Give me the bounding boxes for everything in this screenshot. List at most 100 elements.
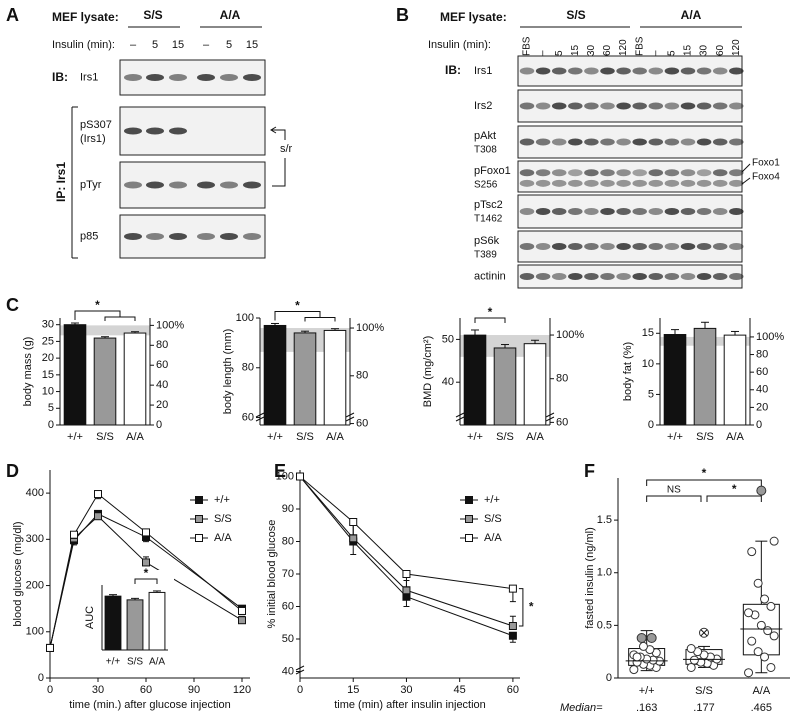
y2-tick-label: 100% [756,331,784,343]
axis-break [255,412,265,418]
legend-marker [195,515,203,523]
band [535,138,551,146]
band [551,273,567,280]
side-tick [741,177,751,185]
marker [508,584,517,593]
band [584,179,599,187]
point [744,668,754,678]
marker [238,606,246,615]
point [753,578,763,588]
x-tick-label: 0 [47,684,53,696]
band [616,138,631,146]
marker [349,518,358,526]
y-tick-label: 0 [38,672,44,684]
x-tick-label: +/+ [267,431,283,443]
x-tick-label: S/S [696,431,714,443]
time-label: 60 [715,44,726,56]
outlier [646,633,657,643]
point [747,636,757,646]
x-tick-label: A/A [526,431,544,443]
axis-break [255,416,265,422]
band [632,102,647,110]
band [220,74,238,81]
y-tick-label: 1.5 [597,514,612,526]
y-tick-label: 60 [242,411,254,423]
x-tick-label: A/A [326,431,344,443]
blot [517,160,743,193]
bar [293,332,317,426]
series-line [299,476,514,637]
band [712,179,728,187]
x-tick-label: 30 [400,684,412,696]
band [616,102,631,110]
row-label: p85 [80,230,98,242]
marker [508,631,517,640]
y-tick-label: 80 [242,362,254,374]
band [551,208,567,215]
band [197,74,215,81]
marker [402,592,411,601]
y2-tick-label: 20 [156,399,168,411]
row-label: pS6k [474,235,500,247]
x-tick-label: A/A [149,657,165,668]
band [616,273,631,280]
time-label: – [130,39,137,51]
series-line [299,476,514,627]
y-axis-label: BMD (mg/cm²) [422,336,434,408]
band [600,243,615,250]
band [243,74,261,81]
row-sublabel: (Irs1) [80,133,106,145]
lysate-label: MEF lysate: [440,10,507,24]
group-label: A/A [681,8,702,22]
band [124,233,142,240]
sig-bracket [646,479,762,486]
point [760,594,770,604]
sig-bracket [646,495,702,502]
marker [142,528,150,537]
band [696,273,712,280]
band [664,169,680,177]
blot [119,59,266,96]
band [680,208,696,215]
time-label: 5 [226,39,232,51]
sig-bracket [304,316,336,322]
band [519,102,535,110]
legend-label: A/A [484,532,502,544]
band [600,169,615,177]
y-tick-label: 100 [236,312,254,324]
y-tick-label: 90 [282,503,294,515]
band [664,102,680,110]
y2-tick-label: 80 [556,373,568,385]
axis-break [295,669,305,675]
band [664,273,680,280]
band [535,273,551,280]
band [648,243,664,250]
sr-line [272,158,286,187]
row-sublabel: S256 [474,180,498,191]
bar [463,334,487,426]
legend-marker [465,496,473,504]
sig-bracket [134,578,158,584]
axis-break [295,665,305,671]
median-label: .465 [751,702,772,711]
band [584,273,599,280]
marker [508,622,517,630]
bar [148,591,166,651]
axis-break [545,416,555,422]
bar [126,599,144,651]
time-label: 15 [570,44,581,56]
time-label: – [538,50,549,56]
y2-tick-label: 0 [156,419,162,431]
y-tick-label: 70 [282,568,294,580]
band [648,67,664,75]
band [616,169,631,177]
point [769,631,779,641]
band [584,208,599,215]
band [696,169,712,177]
x-tick-label: S/S [695,685,713,697]
band [535,102,551,110]
band [632,179,647,187]
marker [238,616,246,625]
band [146,233,164,240]
x-tick-label: +/+ [639,685,655,697]
